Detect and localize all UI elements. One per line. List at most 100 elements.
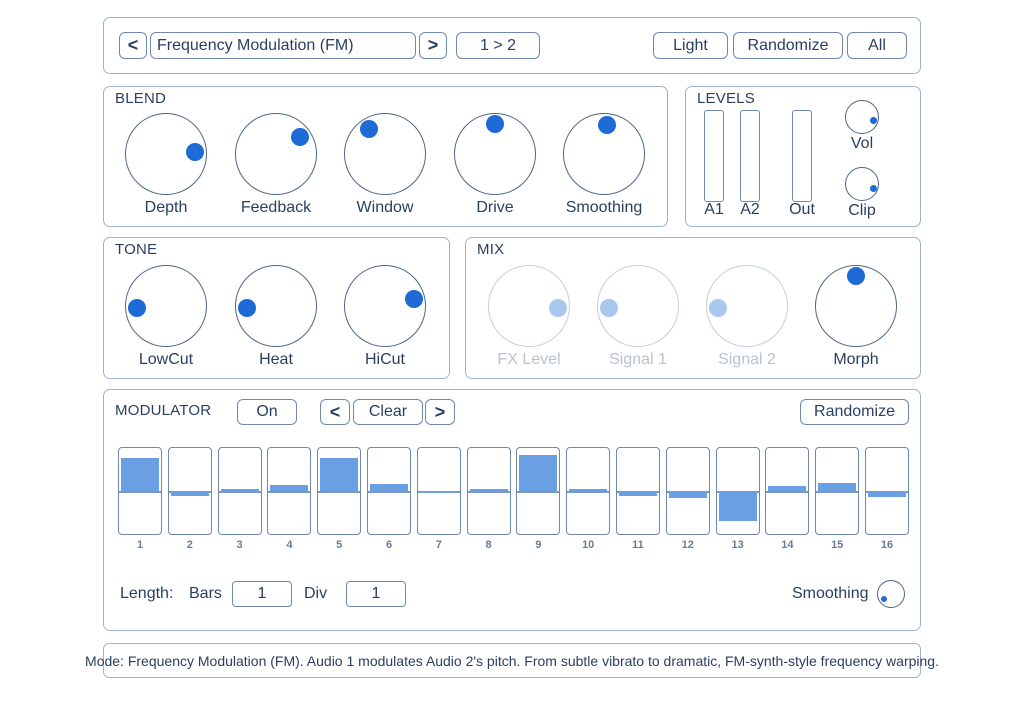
modulator-clear-button[interactable]: Clear	[353, 399, 423, 425]
step-center-line	[517, 491, 560, 493]
knob-heat[interactable]: Heat	[235, 265, 317, 368]
knob-indicator	[597, 115, 616, 134]
knob-indicator	[847, 267, 865, 286]
step-value-bar	[320, 458, 359, 491]
step-number: 14	[781, 539, 794, 551]
step-number: 9	[535, 539, 542, 551]
step-center-line	[368, 491, 410, 493]
bars-label: Bars	[189, 585, 222, 602]
knob-label: Signal 2	[718, 351, 776, 368]
step-16[interactable]	[865, 447, 909, 535]
modulator-title: MODULATOR	[115, 402, 212, 419]
knob-signal-2[interactable]: Signal 2	[706, 265, 788, 368]
step-15[interactable]	[815, 447, 860, 535]
length-label: Length:	[120, 585, 174, 602]
step-value-bar	[569, 489, 608, 491]
step-center-line	[318, 491, 361, 493]
step-number: 7	[435, 539, 442, 551]
meter-out-label: Out	[789, 201, 815, 218]
tone-title: TONE	[115, 241, 158, 258]
header-panel: < Frequency Modulation (FM) > 1 > 2 Ligh…	[103, 17, 921, 74]
step-8[interactable]	[466, 447, 511, 535]
knob-indicator	[486, 115, 504, 134]
step-number: 15	[831, 539, 844, 551]
knob-lowcut[interactable]: LowCut	[125, 265, 207, 368]
step-value-bar	[519, 454, 558, 491]
knob-signal-1[interactable]: Signal 1	[597, 265, 679, 368]
bars-field[interactable]: 1	[232, 581, 292, 607]
prev-preset-button[interactable]: <	[119, 32, 147, 59]
step-value-bar	[768, 486, 807, 491]
knob-label: FX Level	[497, 351, 561, 368]
knob-clip[interactable]: Clip	[845, 167, 879, 219]
step-value-bar	[270, 485, 309, 491]
knob-drive[interactable]: Drive	[454, 113, 536, 216]
knob-smoothing[interactable]: Smoothing	[563, 113, 645, 216]
knob-depth[interactable]: Depth	[125, 113, 207, 216]
knob-label: Window	[356, 199, 414, 216]
step-10[interactable]	[566, 447, 611, 535]
meter-a2	[740, 110, 760, 202]
step-number: 13	[731, 539, 744, 551]
step-6[interactable]	[367, 447, 411, 535]
knob-feedback[interactable]: Feedback	[235, 113, 317, 216]
meter-a2-label: A2	[740, 201, 760, 218]
preset-name-field[interactable]: Frequency Modulation (FM)	[150, 32, 416, 59]
knob-label: Clip	[848, 202, 876, 219]
step-value-bar	[868, 491, 906, 498]
step-11[interactable]	[616, 447, 660, 535]
step-value-bar	[370, 483, 408, 491]
knob-label: Signal 1	[609, 351, 667, 368]
step-value-bar	[818, 482, 857, 491]
step-number: 10	[582, 539, 595, 551]
knob-label: HiCut	[364, 351, 405, 368]
step-9[interactable]	[516, 447, 561, 535]
light-button[interactable]: Light	[653, 32, 728, 59]
knob-ring	[235, 113, 317, 195]
step-5[interactable]	[317, 447, 362, 535]
step-4[interactable]	[267, 447, 312, 535]
randomize-button[interactable]: Randomize	[733, 32, 843, 59]
step-value-bar	[220, 488, 259, 491]
knob-label: Vol	[850, 135, 874, 152]
step-center-line	[218, 491, 261, 493]
routing-button[interactable]: 1 > 2	[456, 32, 540, 59]
step-1[interactable]	[118, 447, 162, 535]
status-bar: Mode: Frequency Modulation (FM). Audio 1…	[85, 643, 939, 678]
step-number: 12	[681, 539, 694, 551]
knob-indicator	[186, 143, 205, 162]
all-button[interactable]: All	[847, 32, 907, 59]
next-preset-button[interactable]: >	[419, 32, 447, 59]
knob-ring	[877, 580, 905, 608]
step-2[interactable]	[167, 447, 212, 535]
step-number: 1	[136, 539, 144, 551]
modulator-randomize-button[interactable]: Randomize	[800, 399, 909, 425]
knob-morph[interactable]: Morph	[815, 265, 897, 368]
step-number: 3	[236, 539, 243, 551]
knob-label: Drive	[476, 199, 514, 216]
knob-label: Depth	[144, 199, 188, 216]
step-center-line	[467, 491, 510, 493]
knob-fx-level[interactable]: FX Level	[488, 265, 570, 368]
modulator-on-button[interactable]: On	[237, 399, 297, 425]
knob-label: Heat	[259, 351, 293, 368]
step-7[interactable]	[416, 447, 461, 535]
knob-modulator-smoothing[interactable]	[877, 580, 905, 608]
step-3[interactable]	[217, 447, 262, 535]
knob-hicut[interactable]: HiCut	[344, 265, 426, 368]
knob-ring	[344, 113, 426, 195]
step-value-bar	[469, 489, 508, 491]
step-14[interactable]	[765, 447, 810, 535]
step-12[interactable]	[665, 447, 710, 535]
modulator-prev-button[interactable]: <	[320, 399, 350, 425]
modulator-next-button[interactable]: >	[425, 399, 455, 425]
knob-label: Morph	[833, 351, 879, 368]
knob-indicator	[708, 299, 727, 318]
step-13[interactable]	[715, 447, 760, 535]
knob-vol[interactable]: Vol	[845, 100, 879, 152]
step-value-bar	[718, 491, 757, 521]
div-field[interactable]: 1	[346, 581, 406, 607]
meter-a1	[704, 110, 724, 202]
step-number: 5	[336, 539, 343, 551]
knob-window[interactable]: Window	[344, 113, 426, 216]
